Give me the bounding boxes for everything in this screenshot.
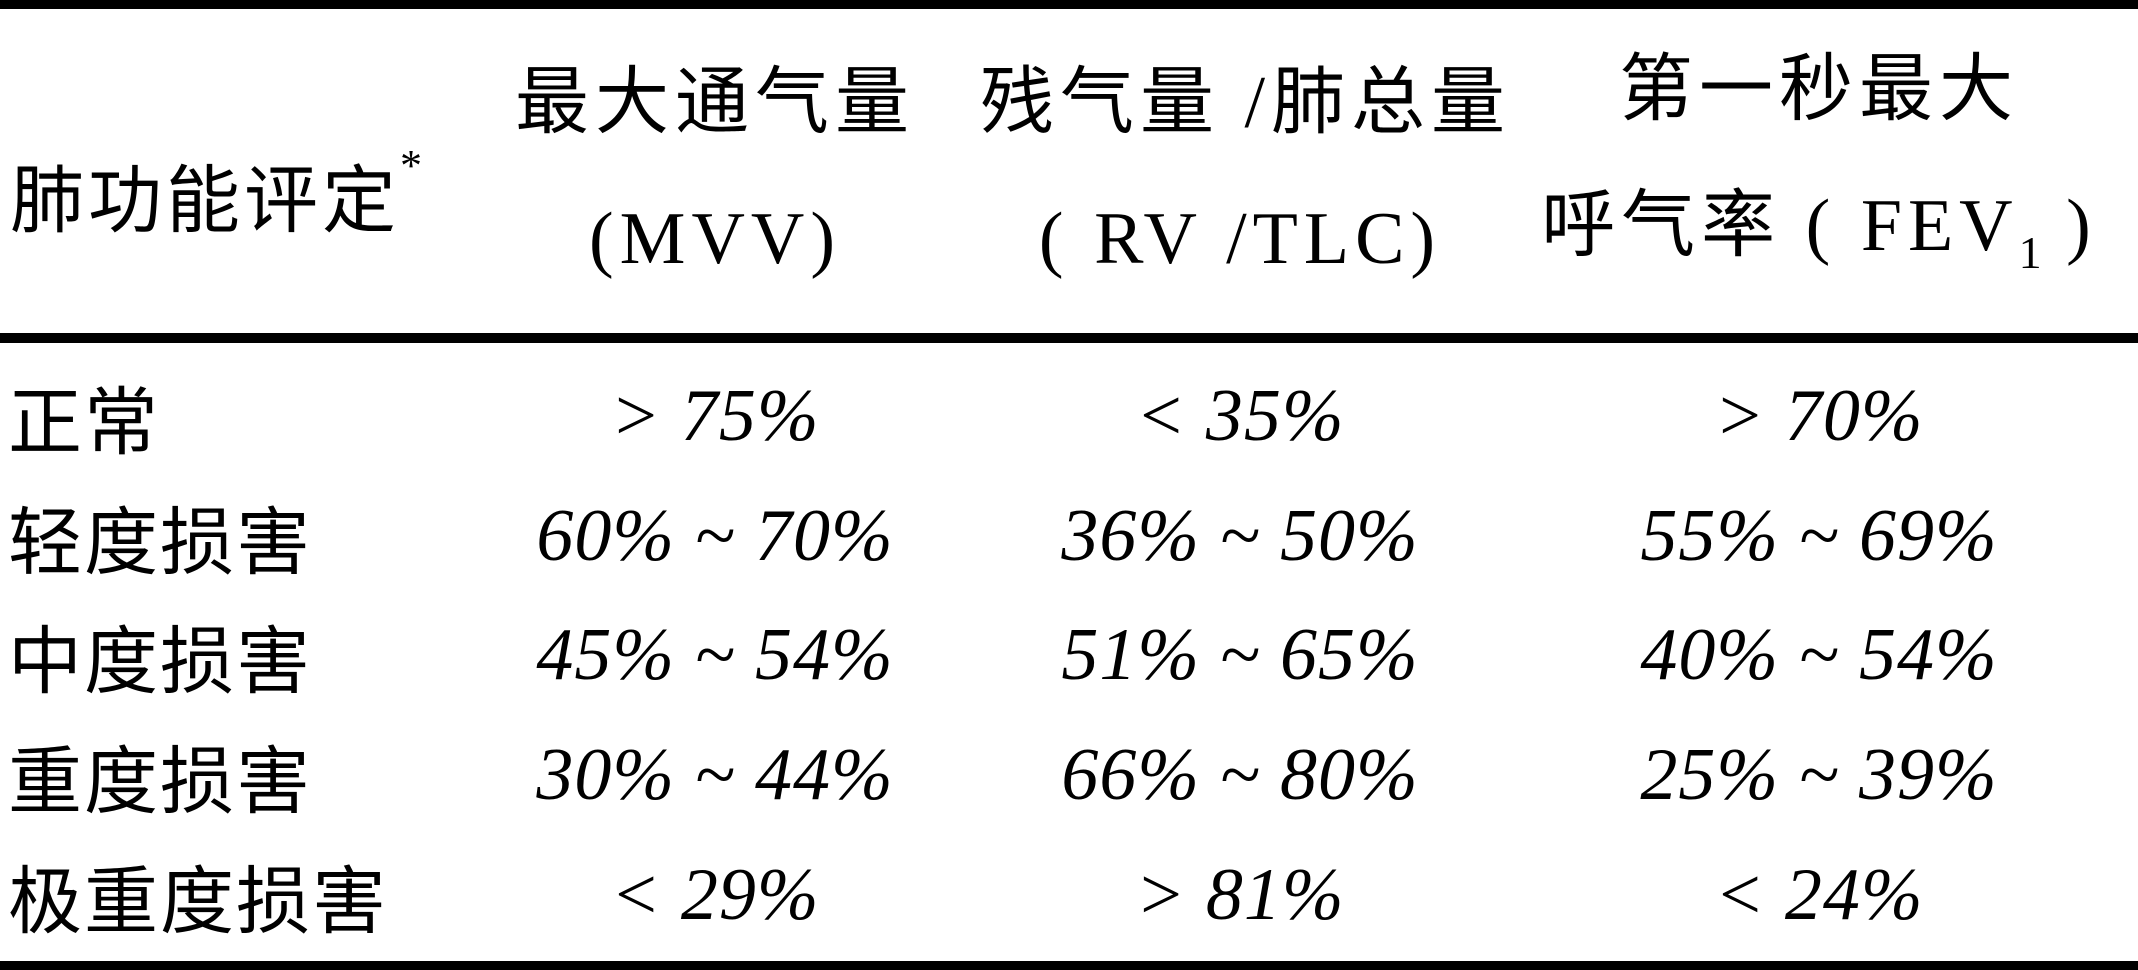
rv-tlc-value: 36% ~ 50%: [1061, 494, 1419, 577]
table-header-row: 肺功能评定* 最大通气量 (MVV) 残气量 /肺总量 ( RV /TLC) 第…: [0, 9, 2138, 333]
row-label: 正常: [8, 383, 160, 466]
header-cell-mvv: 最大通气量 (MVV): [450, 35, 980, 307]
header-fev1-line2-suffix: ): [2041, 184, 2097, 267]
header-fev1-line2-prefix: 呼气率 ( FEV: [1541, 184, 2019, 267]
header-fev1-subscript: 1: [2018, 226, 2042, 278]
fev1-value: < 24%: [1714, 853, 1924, 936]
header-fev1-line1: 第一秒最大: [1619, 48, 2019, 131]
table-body: 正常 > 75% < 35% > 70% 轻度损害 60% ~ 70% 36% …: [0, 343, 2138, 961]
table-row-severe: 重度损害 30% ~ 44% 66% ~ 80% 25% ~ 39%: [0, 716, 2138, 836]
mvv-value: 30% ~ 44%: [536, 734, 894, 817]
header-rv-tlc-line1: 残气量 /肺总量: [980, 62, 1512, 144]
table-row-normal: 正常 > 75% < 35% > 70%: [0, 357, 2138, 477]
row-label: 极重度损害: [8, 861, 388, 944]
header-cell-assessment: 肺功能评定*: [0, 72, 450, 270]
header-mvv-line1: 最大通气量: [515, 62, 915, 144]
mvv-value: 60% ~ 70%: [536, 494, 894, 577]
row-label: 轻度损害: [8, 502, 312, 585]
table-row-moderate: 中度损害 45% ~ 54% 51% ~ 65% 40% ~ 54%: [0, 596, 2138, 716]
rv-tlc-value: 66% ~ 80%: [1061, 734, 1419, 817]
header-cell-fev1: 第一秒最大 呼气率 ( FEV1 ): [1500, 22, 2138, 321]
mvv-value: 45% ~ 54%: [536, 614, 894, 697]
table-top-rule: [0, 0, 2138, 9]
header-assessment-footnote-marker: *: [400, 141, 422, 190]
row-label: 中度损害: [8, 622, 312, 705]
rv-tlc-value: > 81%: [1135, 853, 1345, 936]
fev1-value: 55% ~ 69%: [1640, 494, 1998, 577]
header-mvv-line2: (MVV): [589, 198, 841, 280]
mvv-value: < 29%: [610, 853, 820, 936]
rv-tlc-value: 51% ~ 65%: [1061, 614, 1419, 697]
table-bottom-rule: [0, 961, 2138, 970]
header-fev1-line2: 呼气率 ( FEV1 ): [1541, 184, 2097, 278]
row-label: 重度损害: [8, 742, 312, 825]
table-row-mild: 轻度损害 60% ~ 70% 36% ~ 50% 55% ~ 69%: [0, 477, 2138, 597]
table-row-very-severe: 极重度损害 < 29% > 81% < 24%: [0, 835, 2138, 955]
fev1-value: 25% ~ 39%: [1640, 734, 1998, 817]
header-assessment-label: 肺功能评定: [10, 161, 400, 243]
mvv-value: > 75%: [610, 375, 820, 458]
header-rv-tlc-line2: ( RV /TLC): [1038, 198, 1442, 280]
fev1-value: 40% ~ 54%: [1640, 614, 1998, 697]
fev1-value: > 70%: [1714, 375, 1924, 458]
rv-tlc-value: < 35%: [1135, 375, 1345, 458]
header-cell-rv-tlc: 残气量 /肺总量 ( RV /TLC): [980, 35, 1505, 307]
table-header-separator-rule: [0, 333, 2138, 343]
